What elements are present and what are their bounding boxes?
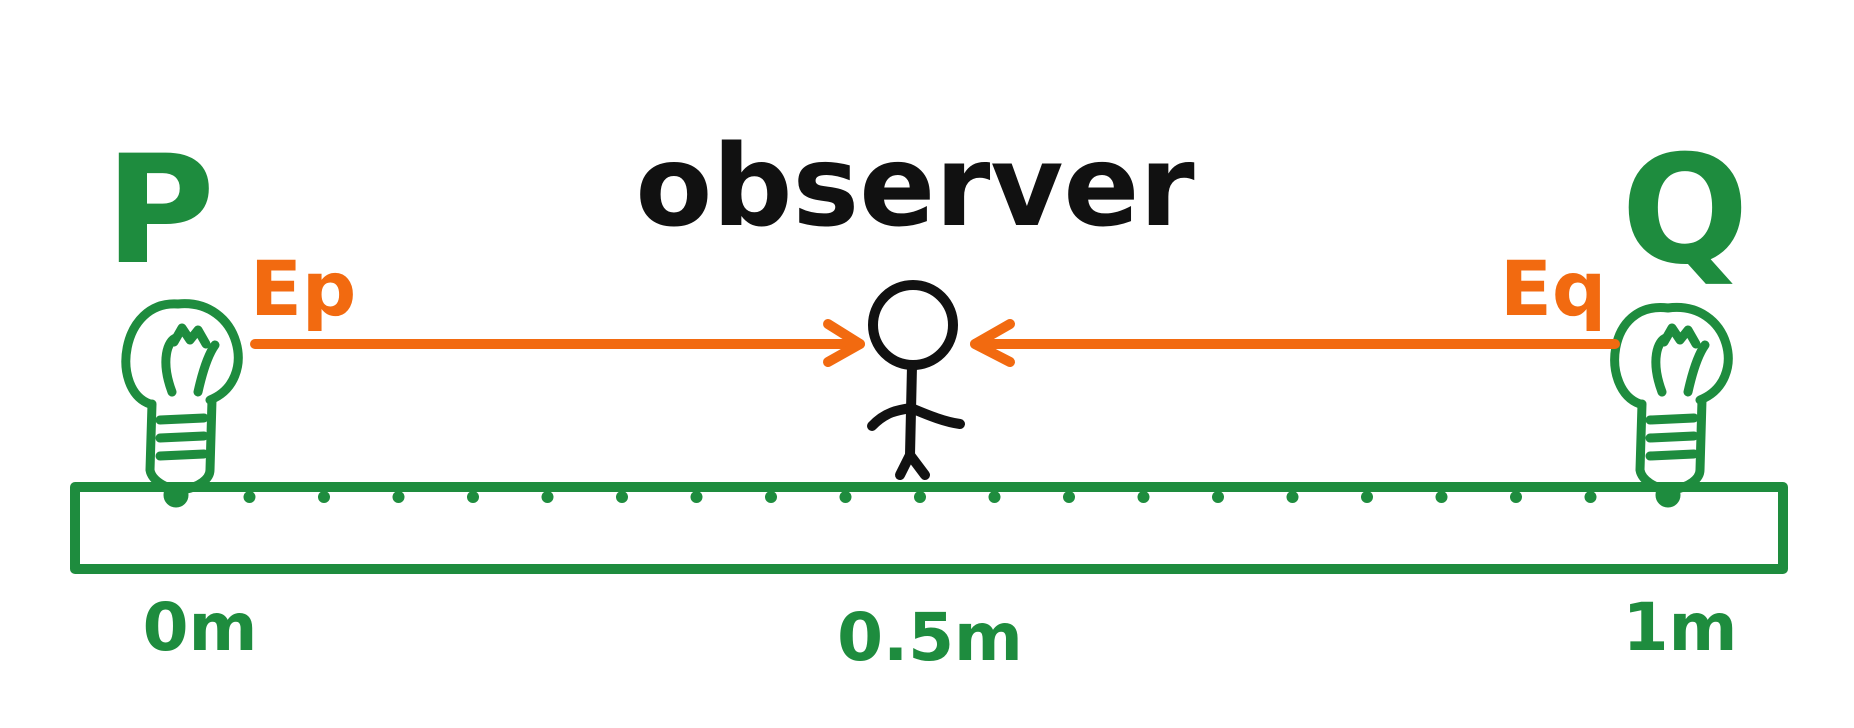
- ruler-label-end: 1m: [1623, 589, 1738, 666]
- lightbulb-icon: [121, 299, 243, 508]
- field-label-p: Ep: [250, 244, 356, 333]
- ruler-tick: [1361, 491, 1373, 503]
- ruler-tick: [1584, 491, 1597, 503]
- ruler-tick: [1137, 491, 1150, 503]
- ruler-tick: [318, 491, 330, 503]
- field-arrow-p: [250, 319, 865, 367]
- ruler-tick: [1435, 491, 1448, 503]
- source-p-label: P: [105, 124, 215, 298]
- ruler-tick: [1063, 491, 1075, 503]
- ruler-tick: [1212, 491, 1224, 503]
- ruler-tick: [1510, 491, 1522, 503]
- field-label-q: Eq: [1500, 244, 1606, 333]
- ruler-label-mid: 0.5m: [837, 599, 1023, 676]
- source-q-label: Q: [1621, 124, 1749, 298]
- field-arrow-q: [970, 319, 1620, 367]
- ruler-tick: [690, 491, 703, 503]
- ruler-tick: [616, 491, 628, 503]
- ruler-tick: [1286, 491, 1299, 503]
- lightbulb-icon: [1610, 303, 1733, 508]
- ruler-tick: [765, 491, 777, 503]
- ruler-tick: [243, 491, 256, 503]
- ruler-label-start: 0m: [143, 589, 258, 666]
- ruler-tick: [988, 491, 1001, 503]
- ruler-tick: [541, 491, 554, 503]
- ruler-bar: [70, 482, 1788, 574]
- ruler-tick: [467, 491, 479, 503]
- ruler-tick: [839, 491, 852, 503]
- ruler-ticks: [169, 491, 1671, 503]
- ruler-tick: [914, 491, 926, 503]
- stick-figure-icon: [867, 280, 965, 480]
- ruler: [70, 482, 1788, 574]
- observer-title: observer: [635, 122, 1194, 252]
- ruler-tick: [392, 491, 405, 503]
